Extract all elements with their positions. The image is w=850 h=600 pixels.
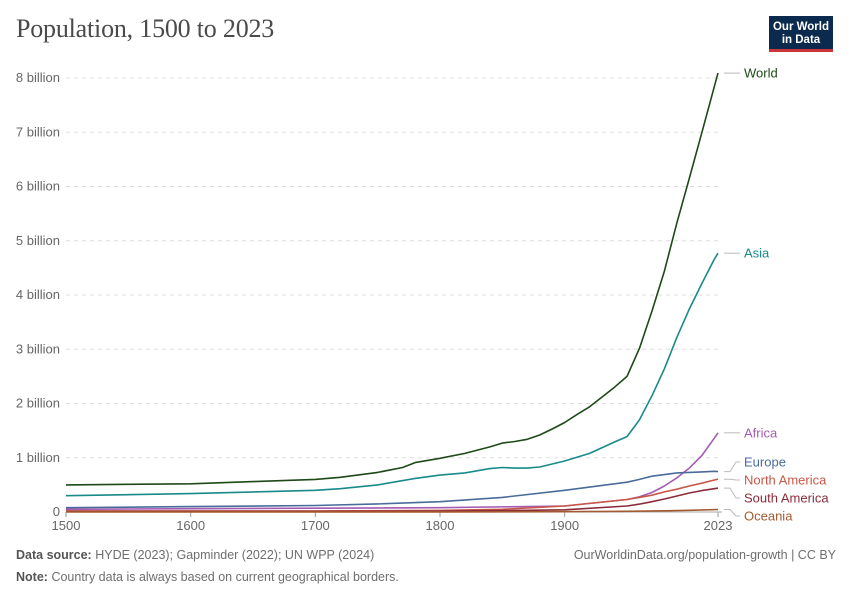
chart-title: Population, 1500 to 2023 [16,14,275,43]
x-tick-label: 1700 [301,518,330,533]
series-label-africa: Africa [744,425,778,440]
y-tick-label: 0 [53,504,60,519]
y-tick-label: 6 billion [16,179,60,194]
series-line-europe [65,470,719,509]
y-tick-label: 3 billion [16,341,60,356]
source-label: Data source: [16,548,92,562]
logo-line2: in Data [781,34,821,46]
series-label-world: World [744,66,778,81]
y-tick-label: 7 billion [16,124,60,139]
series-label-north-america: North America [744,473,827,488]
series-label-oceania: Oceania [744,509,793,524]
y-tick-label: 5 billion [16,233,60,248]
chart-note: Note: Country data is always based on cu… [16,570,399,584]
source-text[interactable]: HYDE (2023); Gapminder (2022); UN WPP (2… [95,548,375,562]
y-tick-label: 4 billion [16,287,60,302]
leader-line-south-america [724,487,740,499]
data-source: Data source: HYDE (2023); Gapminder (202… [16,548,374,562]
x-tick-label: 1600 [176,518,205,533]
x-tick-label: 1900 [550,518,579,533]
x-tick-label: 1500 [52,518,81,533]
note-label: Note: [16,570,48,584]
x-tick-label: 2023 [704,518,733,533]
y-tick-label: 8 billion [16,70,60,85]
x-tick-label: 1800 [426,518,455,533]
leader-line-north-america [724,478,740,481]
series-label-asia: Asia [744,246,770,261]
leader-line-europe [724,461,740,473]
note-text: Country data is always based on current … [51,570,399,584]
series-label-europe: Europe [744,455,786,470]
series-line-oceania [66,508,719,513]
series-line-asia [65,252,719,497]
credit-link[interactable]: OurWorldinData.org/population-growth | C… [573,548,836,562]
logo-accent-bar [769,49,833,52]
series-line-africa [65,432,719,511]
leader-line-oceania [724,509,740,517]
series-line-world [65,72,719,486]
series-label-south-america: South America [744,491,829,506]
y-tick-label: 2 billion [16,396,60,411]
logo-line1: Our World [772,21,829,33]
y-tick-label: 1 billion [16,450,60,465]
owid-logo[interactable]: Our World in Data [769,16,833,52]
